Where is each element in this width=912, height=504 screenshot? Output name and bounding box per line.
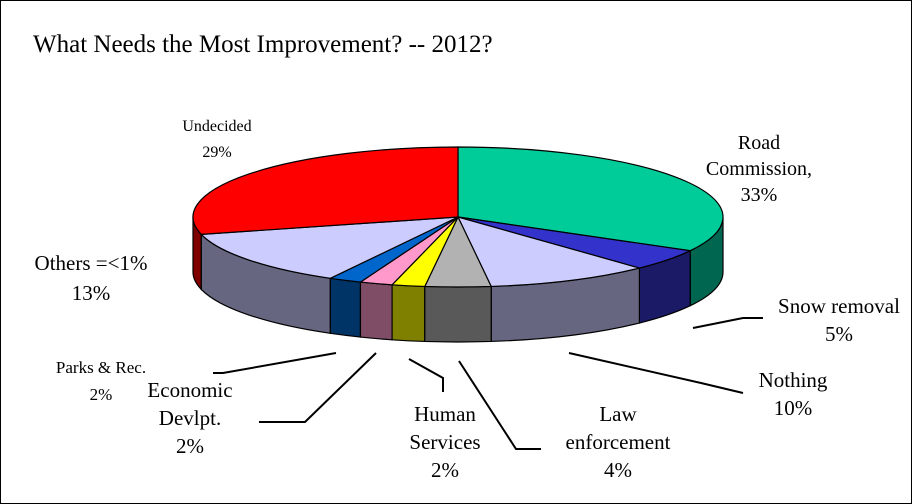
pie-side-economic-devlpt: [359, 281, 393, 341]
leader-line-economic-devlpt: [259, 352, 377, 423]
pie-side-human-services: [391, 284, 426, 343]
data-label-nothing: Nothing 10%: [759, 368, 828, 420]
data-label-parks-rec: Parks & Rec. 2%: [56, 358, 146, 404]
data-label-law-enforcement: Law enforcement 4%: [566, 402, 671, 482]
leader-line-law-enforcement: [458, 360, 541, 450]
leader-line-human-services: [408, 358, 444, 392]
pie-slice-undecided: [192, 146, 459, 236]
leader-line-nothing: [568, 352, 744, 394]
leader-line-snow-removal: [692, 317, 763, 329]
leader-line-parks-rec: [213, 352, 337, 374]
data-label-snow-removal: Snow removal 5%: [778, 294, 900, 346]
chart-title: What Needs the Most Improvement? -- 2012…: [33, 31, 493, 58]
data-label-human-services: Human Services 2%: [409, 402, 480, 482]
data-label-economic-devlpt: Economic Devlpt. 2%: [147, 378, 232, 458]
data-label-road-commission: Road Commission, 33%: [706, 132, 812, 206]
pie-side-law-enforcement: [424, 285, 492, 343]
data-label-others-1: Others =<1% 13%: [35, 251, 148, 305]
pie-slice-nothing: [456, 216, 642, 288]
data-label-undecided: Undecided 29%: [182, 118, 251, 161]
pie-side-parks-rec: [329, 277, 362, 338]
pie-slice-others-1: [199, 216, 459, 279]
pie-slice-road-commission: [457, 146, 724, 252]
